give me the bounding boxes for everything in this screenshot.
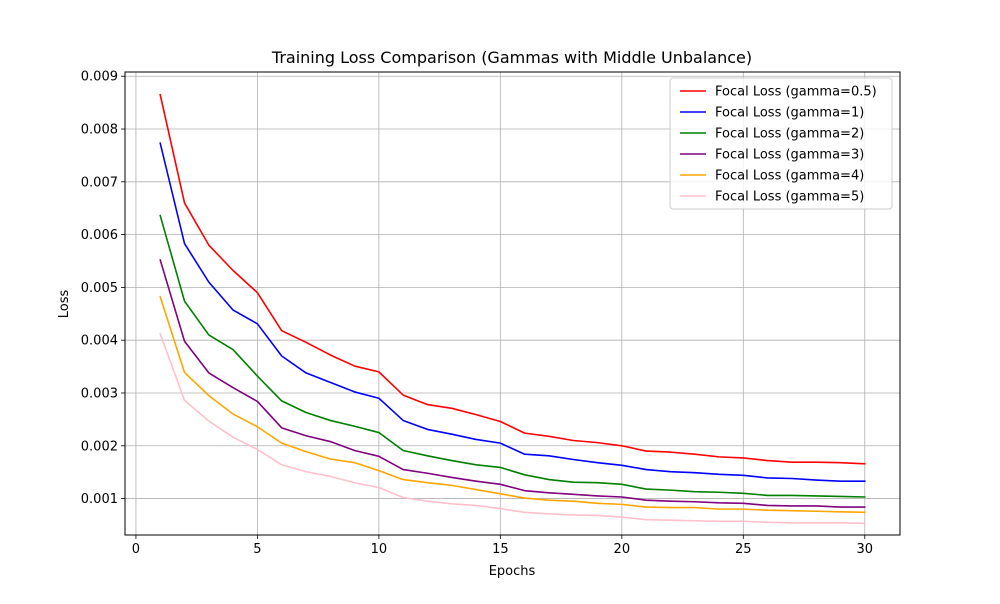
y-tick-label: 0.003 [81,386,118,401]
series-line-1 [159,142,866,482]
x-axis-label: Epochs [489,564,536,579]
gridlines [125,72,900,535]
legend-label: Focal Loss (gamma=3) [715,148,864,163]
legend-label: Focal Loss (gamma=2) [715,127,864,142]
x-tick-label: 5 [253,542,261,557]
series-line-3 [159,258,866,508]
plot-frame [124,71,901,536]
series-lines [159,93,866,525]
x-tick-label: 30 [856,542,873,557]
y-axis-label: Loss [57,290,72,319]
legend-label: Focal Loss (gamma=1) [715,106,864,121]
y-tick-label: 0.006 [81,228,118,243]
chart-title: Training Loss Comparison (Gammas with Mi… [271,48,752,67]
y-tick-label: 0.004 [81,334,118,349]
series-line-4 [159,295,866,514]
y-tick-label: 0.001 [81,492,118,507]
series-line-5 [159,332,866,525]
series-line-0 [159,93,866,465]
x-tick-label: 15 [492,542,509,557]
y-tick-label: 0.008 [81,123,118,138]
legend-label: Focal Loss (gamma=5) [715,190,864,205]
y-tick-label: 0.005 [81,281,118,296]
series-line-2 [159,214,866,498]
legend-items: Focal Loss (gamma=0.5) Focal Loss (gamma=… [680,85,877,205]
x-axis-ticks: 0 5 10 15 20 25 30 [132,535,873,557]
x-tick-label: 25 [735,542,752,557]
x-tick-label: 10 [371,542,388,557]
y-axis-ticks: 0.001 0.002 0.003 0.004 0.005 0.006 0.007 0.008… [81,70,125,507]
y-tick-label: 0.002 [81,439,118,454]
y-tick-label: 0.007 [81,175,118,190]
legend-label: Focal Loss (gamma=0.5) [715,85,877,100]
legend-label: Focal Loss (gamma=4) [715,169,864,184]
legend: Focal Loss (gamma=0.5) Focal Loss (gamma=… [669,77,893,210]
x-tick-label: 20 [614,542,631,557]
y-tick-label: 0.009 [81,70,118,85]
x-tick-label: 0 [132,542,140,557]
legend-box [669,77,893,210]
